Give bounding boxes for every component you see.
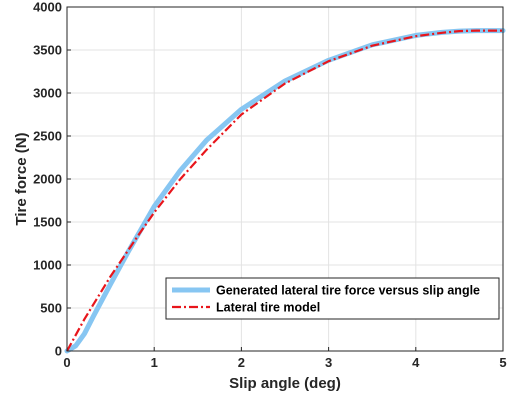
x-tick-label: 1 <box>151 355 158 370</box>
x-tick-label: 4 <box>412 355 420 370</box>
y-tick-label: 3000 <box>33 86 62 101</box>
legend-box <box>165 277 500 320</box>
series-line-1 <box>66 29 503 352</box>
y-tick-label: 2000 <box>33 172 62 187</box>
x-tick-label: 5 <box>499 355 506 370</box>
series-layer <box>64 28 506 354</box>
legend: Generated lateral tire force versus slip… <box>165 277 500 320</box>
x-tick-label: 0 <box>63 355 70 370</box>
y-tick-label: 1500 <box>33 215 62 230</box>
y-tick-label: 3500 <box>33 43 62 58</box>
legend-entry-generated-force: Generated lateral tire force versus slip… <box>216 284 480 298</box>
x-tick-label: 3 <box>325 355 332 370</box>
y-tick-label: 500 <box>40 301 62 316</box>
y-tick-label: 2500 <box>33 129 62 144</box>
y-axis-label: Tire force (N) <box>13 132 30 225</box>
legend-entry-tire-model: Lateral tire model <box>216 301 320 315</box>
y-tick-label: 0 <box>55 344 62 359</box>
x-tick-label: 2 <box>238 355 245 370</box>
y-tick-label: 4000 <box>33 0 62 15</box>
axis-ticks: 0 1 2 3 4 5 0 500 1000 1500 2000 2500 3000 3500 4000 <box>33 0 507 370</box>
x-axis-label: Slip angle (deg) <box>229 375 341 392</box>
y-tick-label: 1000 <box>33 258 62 273</box>
